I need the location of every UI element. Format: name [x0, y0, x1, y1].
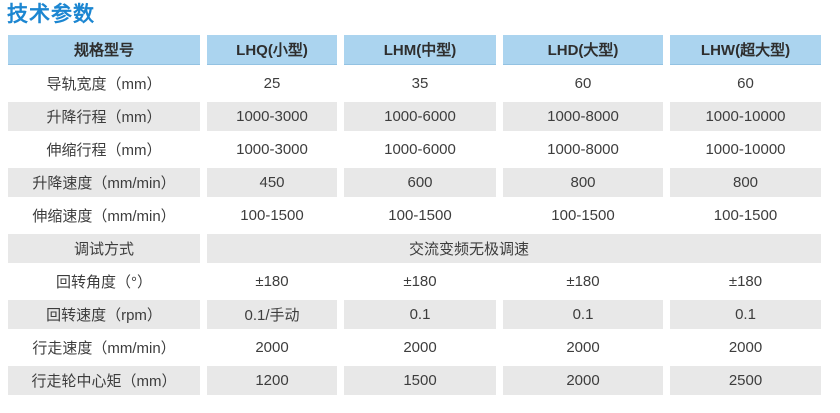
value-cell: 2500 [670, 366, 821, 395]
spec-table-body: 导轨宽度（mm） 25 35 60 60 升降行程（mm） 1000-3000 1000-60… [8, 69, 821, 395]
merged-value-cell: 交流变频无极调速 [207, 234, 821, 263]
value-cell: 0.1/手动 [207, 300, 337, 329]
table-row: 伸缩速度（mm/min） 100-1500 100-1500 100-1500 100-… [8, 201, 821, 230]
value-cell: 60 [503, 69, 663, 98]
spec-table-header: 规格型号 LHQ(小型) LHM(中型) LHD(大型) LHW(超大型) [8, 35, 821, 65]
value-cell: 1000-10000 [670, 135, 821, 164]
value-cell: ±180 [503, 267, 663, 296]
value-cell: 2000 [503, 333, 663, 362]
page-title: 技术参数 [7, 3, 95, 26]
table-row: 回转角度（°） ±180 ±180 ±180 ±180 [8, 267, 821, 296]
value-cell: 0.1 [670, 300, 821, 329]
value-cell: 800 [503, 168, 663, 197]
value-cell: ±180 [670, 267, 821, 296]
value-cell: 2000 [344, 333, 496, 362]
page: 技术参数 规格型号 LHQ(小型) LHM(中型) LHD(大型) LHW(超大… [1, 3, 828, 399]
table-row: 行走轮中心矩（mm） 1200 1500 2000 2500 [8, 366, 821, 395]
value-cell: 35 [344, 69, 496, 98]
value-cell: 0.1 [344, 300, 496, 329]
value-cell: 800 [670, 168, 821, 197]
header-row: 规格型号 LHQ(小型) LHM(中型) LHD(大型) LHW(超大型) [8, 35, 821, 65]
column-header-lhq: LHQ(小型) [207, 35, 337, 65]
column-header-lhd: LHD(大型) [503, 35, 663, 65]
table-row: 行走速度（mm/min） 2000 2000 2000 2000 [8, 333, 821, 362]
column-header-lhw: LHW(超大型) [670, 35, 821, 65]
value-cell: 1000-10000 [670, 102, 821, 131]
value-cell: 1000-3000 [207, 135, 337, 164]
row-label: 调试方式 [8, 234, 200, 263]
value-cell: 2000 [207, 333, 337, 362]
value-cell: 100-1500 [503, 201, 663, 230]
row-label: 回转角度（°） [8, 267, 200, 296]
value-cell: 600 [344, 168, 496, 197]
table-row: 调试方式 交流变频无极调速 [8, 234, 821, 263]
value-cell: 1000-3000 [207, 102, 337, 131]
value-cell: 1500 [344, 366, 496, 395]
row-label: 行走轮中心矩（mm） [8, 366, 200, 395]
row-label: 伸缩速度（mm/min） [8, 201, 200, 230]
table-row: 回转速度（rpm） 0.1/手动 0.1 0.1 0.1 [8, 300, 821, 329]
row-label: 伸缩行程（mm） [8, 135, 200, 164]
value-cell: 2000 [670, 333, 821, 362]
value-cell: 1000-6000 [344, 102, 496, 131]
value-cell: ±180 [344, 267, 496, 296]
value-cell: 100-1500 [670, 201, 821, 230]
value-cell: 1200 [207, 366, 337, 395]
row-label: 行走速度（mm/min） [8, 333, 200, 362]
row-label: 升降速度（mm/min） [8, 168, 200, 197]
value-cell: 60 [670, 69, 821, 98]
value-cell: 1000-8000 [503, 135, 663, 164]
row-label: 导轨宽度（mm） [8, 69, 200, 98]
column-header-lhm: LHM(中型) [344, 35, 496, 65]
table-row: 伸缩行程（mm） 1000-3000 1000-6000 1000-8000 1000-… [8, 135, 821, 164]
row-label: 升降行程（mm） [8, 102, 200, 131]
value-cell: 100-1500 [207, 201, 337, 230]
column-header-model: 规格型号 [8, 35, 200, 65]
value-cell: ±180 [207, 267, 337, 296]
spec-table: 规格型号 LHQ(小型) LHM(中型) LHD(大型) LHW(超大型) 导轨… [1, 31, 828, 399]
value-cell: 25 [207, 69, 337, 98]
table-row: 导轨宽度（mm） 25 35 60 60 [8, 69, 821, 98]
value-cell: 1000-8000 [503, 102, 663, 131]
value-cell: 2000 [503, 366, 663, 395]
row-label: 回转速度（rpm） [8, 300, 200, 329]
value-cell: 100-1500 [344, 201, 496, 230]
value-cell: 0.1 [503, 300, 663, 329]
value-cell: 1000-6000 [344, 135, 496, 164]
value-cell: 450 [207, 168, 337, 197]
table-row: 升降速度（mm/min） 450 600 800 800 [8, 168, 821, 197]
table-row: 升降行程（mm） 1000-3000 1000-6000 1000-8000 1000-… [8, 102, 821, 131]
